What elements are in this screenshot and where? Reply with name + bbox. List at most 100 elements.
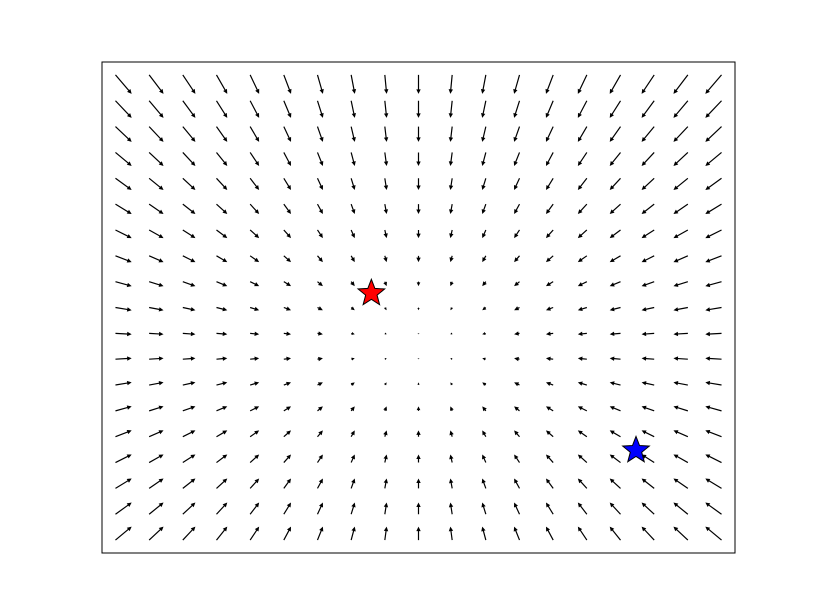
arrow bbox=[545, 74, 554, 94]
arrow bbox=[182, 356, 196, 361]
arrow bbox=[383, 100, 389, 118]
arrow bbox=[383, 178, 389, 190]
arrow bbox=[450, 307, 453, 311]
star-marker bbox=[356, 277, 387, 306]
arrow bbox=[482, 406, 487, 412]
arrow bbox=[609, 526, 621, 541]
arrow bbox=[283, 381, 292, 386]
arrow bbox=[350, 203, 356, 215]
arrow bbox=[416, 178, 421, 190]
arrow bbox=[545, 255, 554, 263]
arrow bbox=[316, 526, 324, 541]
arrow bbox=[513, 152, 521, 166]
arrow bbox=[384, 382, 387, 386]
arrow bbox=[182, 526, 196, 541]
arrow bbox=[250, 356, 260, 361]
arrow bbox=[482, 229, 487, 239]
arrow bbox=[673, 478, 689, 489]
arrow bbox=[384, 307, 387, 311]
arrow bbox=[673, 152, 689, 166]
arrow bbox=[673, 331, 688, 337]
arrow bbox=[705, 429, 722, 438]
arrow bbox=[480, 74, 487, 94]
arrow bbox=[705, 306, 722, 312]
arrow bbox=[705, 126, 722, 142]
arrow bbox=[577, 502, 588, 515]
arrow bbox=[545, 478, 554, 489]
arrow bbox=[115, 405, 132, 412]
arrow bbox=[448, 152, 454, 166]
arrow bbox=[350, 178, 356, 190]
arrow bbox=[513, 126, 521, 142]
arrow bbox=[514, 229, 521, 239]
arrow bbox=[641, 430, 655, 438]
arrow bbox=[149, 306, 164, 312]
arrow bbox=[577, 74, 588, 94]
arrow bbox=[673, 502, 689, 515]
arrow bbox=[148, 126, 164, 142]
arrow bbox=[641, 152, 655, 166]
arrow bbox=[545, 229, 554, 239]
arrow bbox=[514, 306, 520, 311]
arrow bbox=[317, 306, 323, 311]
arrow bbox=[641, 526, 655, 541]
arrow bbox=[148, 405, 164, 412]
arrow bbox=[283, 152, 292, 166]
arrow bbox=[317, 406, 323, 412]
arrow bbox=[481, 100, 487, 118]
arrow bbox=[316, 229, 323, 239]
arrow bbox=[641, 454, 655, 464]
arrow bbox=[417, 333, 420, 335]
arrow bbox=[350, 100, 356, 118]
arrow bbox=[514, 406, 520, 412]
arrow bbox=[317, 382, 323, 387]
arrow bbox=[482, 306, 487, 311]
arrow bbox=[350, 406, 355, 412]
arrow bbox=[182, 177, 196, 190]
arrow bbox=[148, 430, 164, 438]
arrow bbox=[545, 430, 554, 438]
arrow bbox=[283, 430, 292, 438]
arrow bbox=[317, 331, 323, 336]
arrow bbox=[182, 430, 196, 438]
arrow bbox=[216, 478, 228, 489]
arrow bbox=[249, 255, 260, 263]
arrow bbox=[249, 454, 260, 463]
arrow bbox=[513, 100, 521, 118]
arrow bbox=[416, 502, 421, 515]
arrow bbox=[182, 203, 196, 215]
arrow bbox=[383, 430, 388, 437]
arrow bbox=[383, 502, 389, 515]
arrow bbox=[609, 306, 621, 312]
arrow bbox=[577, 454, 588, 463]
arrow bbox=[609, 381, 621, 386]
arrow bbox=[182, 405, 196, 412]
arrow bbox=[249, 74, 260, 94]
star-marker bbox=[621, 435, 651, 463]
arrow bbox=[482, 281, 487, 287]
arrow bbox=[705, 255, 722, 263]
arrow bbox=[416, 406, 421, 411]
arrow bbox=[450, 281, 454, 287]
arrow bbox=[148, 454, 164, 464]
arrow bbox=[673, 526, 689, 541]
arrow bbox=[545, 152, 554, 166]
arrow bbox=[514, 255, 520, 263]
arrow bbox=[609, 126, 622, 142]
arrow bbox=[481, 502, 487, 515]
arrow bbox=[182, 255, 196, 263]
arrow bbox=[545, 203, 554, 215]
arrow bbox=[383, 255, 388, 263]
arrow bbox=[416, 229, 421, 239]
arrow bbox=[316, 203, 323, 215]
arrow bbox=[545, 406, 554, 412]
arrow bbox=[673, 177, 689, 190]
arrow bbox=[249, 126, 260, 142]
arrow bbox=[216, 381, 228, 386]
arrow bbox=[545, 381, 554, 386]
arrow bbox=[545, 306, 554, 311]
arrow bbox=[283, 356, 292, 362]
arrow bbox=[705, 177, 722, 190]
arrow bbox=[216, 203, 228, 215]
arrow bbox=[482, 454, 487, 463]
